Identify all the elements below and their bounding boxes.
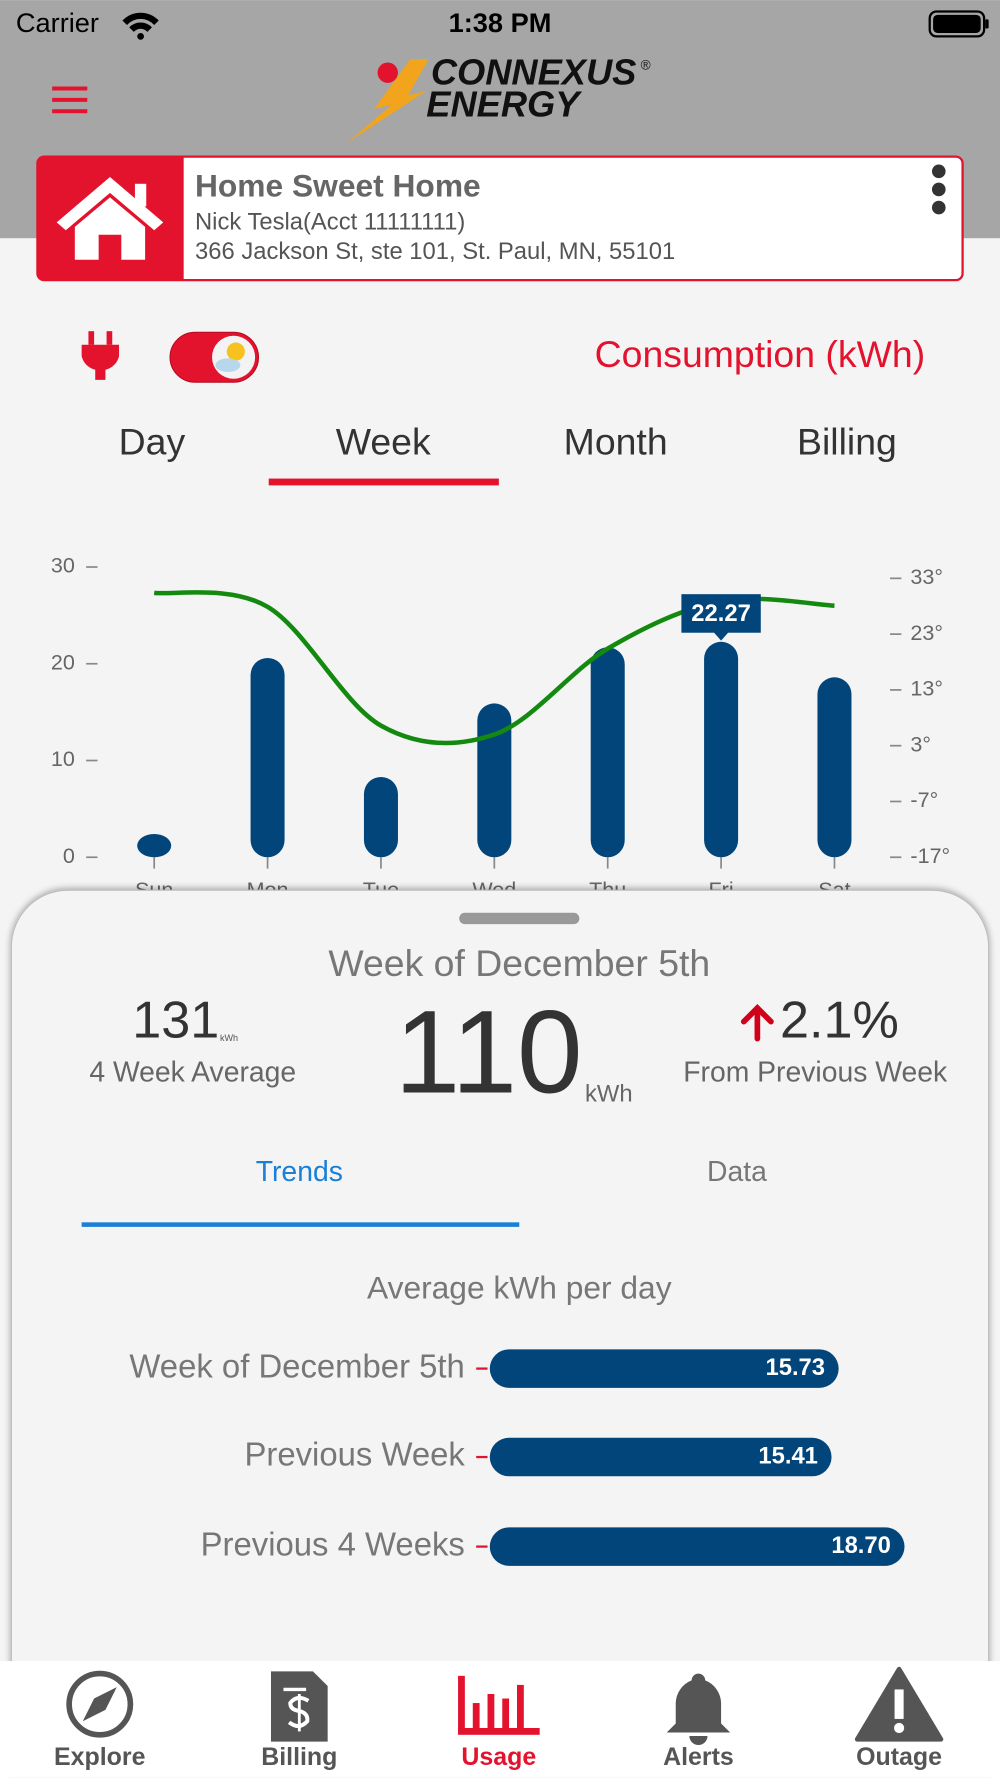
y-tick-label: 10 — [51, 747, 75, 771]
bar — [250, 657, 285, 858]
bar — [489, 1527, 905, 1566]
tooltip-pointer — [713, 631, 730, 641]
logo: CONNEXUS ® ENERGY — [346, 52, 651, 143]
logo-brand: CONNEXUS — [431, 52, 637, 93]
tab-underline — [268, 478, 499, 486]
bar-label: Previous Week — [244, 1436, 465, 1473]
detail-tab[interactable]: Trends — [256, 1156, 343, 1188]
change-value: 2.1% — [780, 992, 899, 1050]
chart-title: Average kWh per day — [367, 1270, 672, 1306]
logo-line2: ENERGY — [426, 83, 582, 124]
value-label: 18.70 — [831, 1532, 891, 1559]
weather-toggle[interactable] — [169, 331, 260, 383]
tooltip-box — [681, 594, 761, 633]
nav-outage[interactable]: Outage — [854, 1666, 944, 1771]
nav-label: Explore — [54, 1743, 146, 1771]
bar-label: Week of December 5th — [129, 1347, 464, 1384]
nav-label: Outage — [856, 1743, 942, 1771]
period-tab[interactable]: Week — [336, 420, 431, 462]
summary-period: Week of December 5th — [328, 942, 710, 984]
account-card[interactable]: Home Sweet Home Nick Tesla(Acct 11111111… — [36, 155, 964, 282]
y2-tick-label: -17° — [910, 844, 950, 868]
account-holder: Nick Tesla(Acct 11111111) — [195, 209, 465, 236]
y2-tick-label: 13° — [910, 677, 943, 701]
nav-usage[interactable]: Usage — [458, 1675, 540, 1771]
nav-bar — [0, 1661, 1000, 1778]
nav-explore[interactable]: Explore — [54, 1670, 146, 1772]
plug-icon[interactable] — [81, 331, 120, 380]
bar — [363, 776, 398, 858]
total-value: 110 — [395, 985, 583, 1117]
nav-billing[interactable]: Billing — [261, 1671, 337, 1771]
y-tick-label: 20 — [51, 650, 75, 674]
period-tab[interactable]: Month — [564, 420, 668, 462]
bar — [477, 703, 512, 858]
y2-tick-label: 23° — [910, 621, 943, 645]
nav-alerts[interactable]: Alerts — [663, 1673, 734, 1772]
bar-label: Previous 4 Weeks — [201, 1525, 465, 1562]
average-value: 131 — [132, 992, 219, 1050]
average-label: 4 Week Average — [89, 1056, 296, 1088]
up-arrow — [740, 1004, 774, 1042]
detail-tab[interactable]: Data — [707, 1156, 767, 1188]
battery-icon — [928, 10, 989, 38]
value-label: 15.73 — [765, 1354, 825, 1381]
average-unit: kWh — [220, 1033, 238, 1043]
time: 1:38 PM — [449, 7, 552, 38]
menu-button[interactable] — [52, 86, 88, 114]
y2-tick-label: 33° — [910, 565, 943, 589]
house-icon — [56, 176, 164, 260]
tooltip-label: 22.27 — [691, 600, 751, 627]
trends-chart: Average kWh per day Week of December 5th 1… — [129, 1270, 905, 1566]
sheet-handle[interactable] — [459, 912, 580, 925]
detail-underline — [81, 1222, 520, 1227]
nav-label: Billing — [261, 1743, 337, 1771]
logo-mark: ® — [641, 57, 651, 72]
bar — [817, 677, 852, 858]
change-label: From Previous Week — [683, 1056, 948, 1088]
bar — [137, 834, 172, 858]
bar — [489, 1349, 839, 1388]
period-tab[interactable]: Day — [119, 420, 186, 462]
y-tick-label: 30 — [51, 554, 75, 578]
bar — [704, 641, 739, 858]
account-name: Home Sweet Home — [195, 168, 481, 204]
y-tick-label: 0 — [63, 844, 75, 868]
period-tab[interactable]: Billing — [797, 420, 897, 462]
value-label: 15.41 — [758, 1442, 818, 1469]
y2-tick-label: 3° — [910, 732, 931, 756]
y2-tick-label: -7° — [910, 788, 938, 812]
nav-label: Alerts — [663, 1743, 734, 1771]
wifi-icon — [122, 12, 159, 40]
more-button[interactable] — [931, 164, 946, 215]
bottom-sheet: Week of December 5th 131 kWh 4 Week Aver… — [10, 889, 990, 1778]
account-address: 366 Jackson St, ste 101, St. Paul, MN, 5… — [195, 238, 675, 265]
total-unit: kWh — [585, 1081, 633, 1108]
usage-mode: Consumption (kWh) — [595, 333, 926, 375]
carrier: Carrier — [16, 7, 99, 38]
nav-label: Usage — [461, 1743, 536, 1771]
bar — [590, 647, 625, 858]
bar — [489, 1437, 832, 1477]
